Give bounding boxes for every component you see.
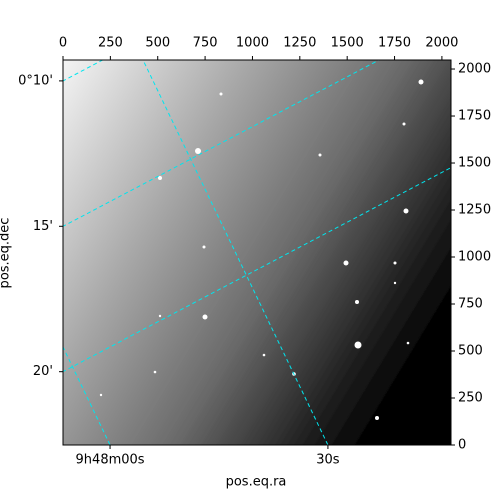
y-tick-label: 1000 — [458, 250, 491, 265]
y-tick-label: 250 — [458, 391, 483, 406]
ra-grid-line — [142, 60, 329, 445]
dec-tick-label: 15' — [33, 219, 53, 234]
y-tick-label: 750 — [458, 297, 483, 312]
x-tick-label: 1000 — [236, 36, 269, 51]
dec-tick-label: 0°10' — [18, 73, 53, 88]
dec-grid-line — [63, 167, 451, 373]
ra-grid-line — [63, 345, 111, 445]
y-tick-label: 0 — [458, 438, 466, 453]
y-tick-label: 500 — [458, 344, 483, 359]
ra-tick-label: 30s — [316, 453, 340, 468]
x-axis-label: pos.eq.ra — [226, 475, 287, 490]
ra-tick-label: 9h48m00s — [76, 453, 145, 468]
x-tick-label: 1500 — [331, 36, 364, 51]
y-tick-label: 1250 — [458, 203, 491, 218]
y-axis-label: pos.eq.dec — [0, 218, 13, 289]
x-tick-label: 250 — [98, 36, 123, 51]
x-tick-label: 1250 — [283, 36, 316, 51]
x-tick-label: 0 — [59, 36, 67, 51]
x-tick-label: 2000 — [425, 36, 458, 51]
y-tick-label: 1750 — [458, 109, 491, 124]
dec-grid-line — [63, 60, 381, 227]
x-tick-label: 500 — [145, 36, 170, 51]
y-tick-label: 1500 — [458, 156, 491, 171]
y-tick-label: 2000 — [458, 62, 491, 77]
dec-tick-label: 20' — [33, 364, 53, 379]
x-tick-label: 1750 — [378, 36, 411, 51]
coordinate-grid — [63, 60, 451, 445]
plot-frame — [62, 59, 452, 446]
sky-image — [63, 60, 451, 445]
x-tick-label: 750 — [193, 36, 218, 51]
